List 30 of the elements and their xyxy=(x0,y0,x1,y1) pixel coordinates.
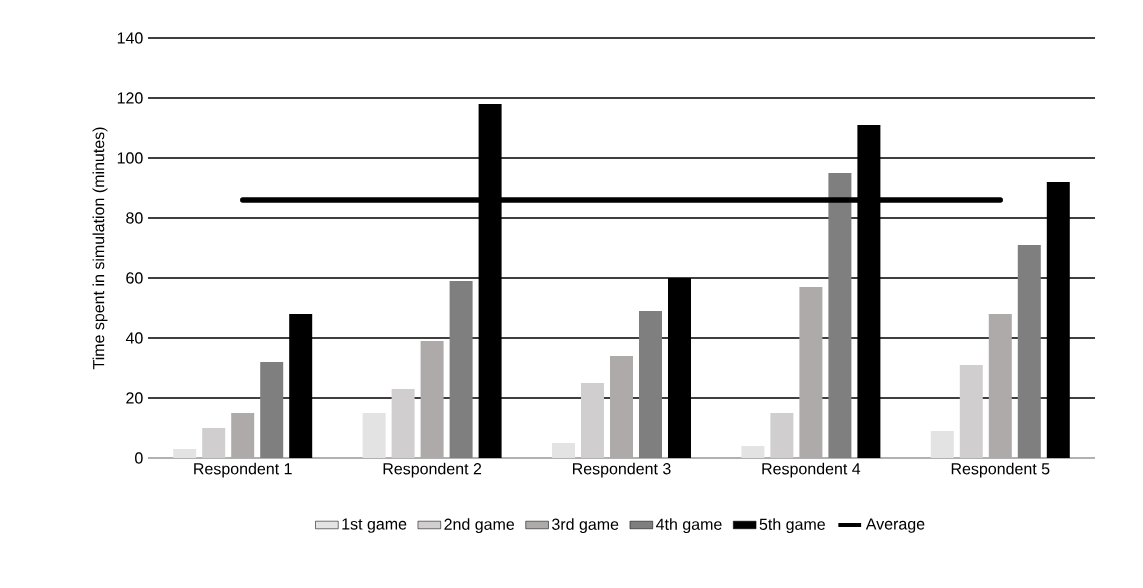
legend-label: 5th game xyxy=(759,518,825,534)
y-tick-label: 60 xyxy=(126,272,143,284)
bar xyxy=(799,286,823,458)
bar xyxy=(1017,244,1041,458)
bar xyxy=(639,310,662,458)
x-tick-label: Respondent 2 xyxy=(383,462,482,478)
y-tick-label: 140 xyxy=(117,32,143,44)
y-tick-label: 20 xyxy=(126,392,143,404)
bar xyxy=(449,280,473,458)
y-tick-label: 0 xyxy=(135,452,143,464)
x-tick-label: Respondent 5 xyxy=(951,462,1050,478)
y-tick-label: 40 xyxy=(125,332,143,344)
y-tick-label: 80 xyxy=(126,212,143,224)
x-tick-label: Respondent 1 xyxy=(194,462,292,478)
legend-label: 3rd game xyxy=(552,518,619,534)
legend-label: Average xyxy=(865,518,925,533)
legend-label: 2nd game xyxy=(444,518,515,534)
bar xyxy=(420,340,444,458)
bar xyxy=(260,361,284,458)
x-tick-label: Respondent 3 xyxy=(573,462,671,478)
bar xyxy=(988,313,1012,458)
legend-label: 1st game xyxy=(342,518,407,533)
legend-label: 4th game xyxy=(656,518,722,534)
bar xyxy=(231,412,255,458)
bar xyxy=(610,355,633,458)
y-tick-label: 120 xyxy=(117,92,143,104)
y-tick-label: 100 xyxy=(117,152,143,164)
x-tick-label: Respondent 4 xyxy=(762,462,861,478)
bar xyxy=(828,172,852,458)
y-axis-title: Time spent in simulation (minutes) xyxy=(92,127,108,370)
